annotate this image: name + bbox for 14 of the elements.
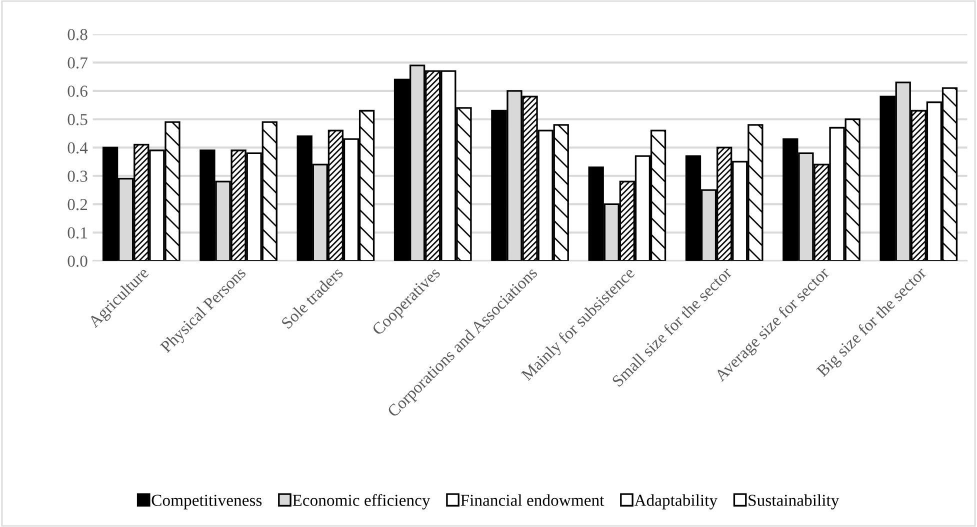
legend-label: Sustainability (748, 494, 840, 510)
legend-label: Adaptability (634, 494, 718, 510)
y-tick-label: 0.5 (68, 114, 88, 126)
y-tick-label: 0.8 (68, 28, 88, 40)
y-tick-label: 0.3 (68, 170, 88, 182)
y-tick-label: 0.6 (68, 86, 88, 97)
y-tick-label: 0.1 (68, 227, 87, 239)
legend-label: Financial endowment (460, 494, 604, 506)
y-tick-label: 0.7 (68, 57, 88, 69)
legend-label: Competitiveness (152, 494, 262, 510)
y-tick-label: 0.4 (68, 142, 88, 154)
y-tick-label: 0.0 (68, 256, 88, 267)
legend-label: Economic efficiency (292, 494, 430, 510)
y-tick-label: 0.2 (68, 198, 88, 210)
